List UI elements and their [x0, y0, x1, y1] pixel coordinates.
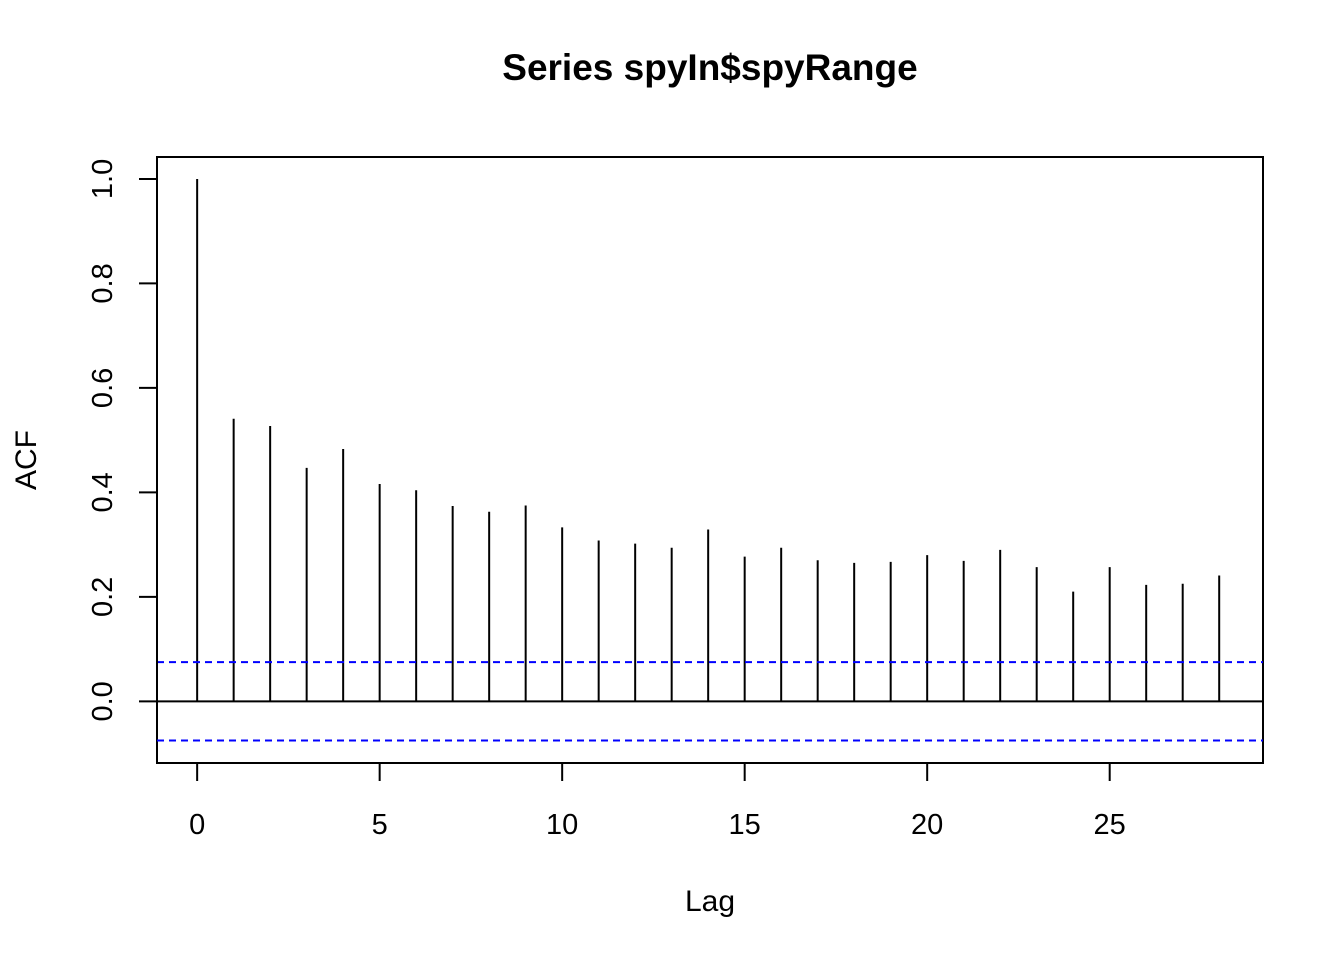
y-tick-label-1.0: 1.0 [87, 159, 119, 199]
x-tick-label-25: 25 [1094, 809, 1126, 841]
x-tick-label-20: 20 [911, 809, 943, 841]
x-tick-label-5: 5 [372, 809, 388, 841]
chart-title: Series spyIn$spyRange [502, 47, 917, 88]
x-tick-label-10: 10 [546, 809, 578, 841]
y-axis: 0.0 0.2 0.4 0.6 0.8 1.0 [87, 159, 158, 722]
y-tick-label-0.8: 0.8 [87, 263, 119, 303]
y-tick-label-0.2: 0.2 [87, 577, 119, 617]
y-axis-label: ACF [10, 430, 43, 490]
x-axis-label: Lag [685, 885, 735, 918]
x-tick-label-0: 0 [189, 809, 205, 841]
plot-frame [156, 156, 1264, 764]
y-tick-label-0.4: 0.4 [87, 472, 119, 512]
acf-bars [196, 178, 1221, 702]
x-axis: 0 5 10 15 20 25 [189, 762, 1126, 841]
confidence-bounds [157, 661, 1263, 742]
y-tick-label-0.6: 0.6 [87, 368, 119, 408]
x-tick-label-15: 15 [729, 809, 761, 841]
y-tick-label-0.0: 0.0 [87, 681, 119, 721]
